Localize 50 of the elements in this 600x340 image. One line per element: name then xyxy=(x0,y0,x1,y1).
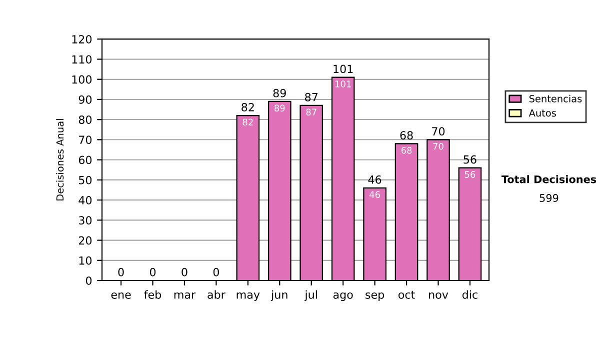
x-tick-label: ene xyxy=(111,292,131,299)
y-tick-label: 120 xyxy=(72,35,92,44)
x-tick-label: ago xyxy=(333,292,353,301)
x-tick-label: jul xyxy=(304,290,317,301)
x-tick-label: nov xyxy=(429,292,448,299)
x-tick-label: oct xyxy=(398,290,415,299)
x-tick-label: abr xyxy=(208,290,226,299)
data-label: 89 xyxy=(274,104,285,112)
x-tick-label: jun xyxy=(270,290,288,301)
y-tick-label: 20 xyxy=(78,236,92,245)
data-label: 101 xyxy=(335,80,351,88)
data-label: 70 xyxy=(433,142,444,150)
data-label: 46 xyxy=(370,191,380,198)
y-tick-label: 100 xyxy=(72,75,92,84)
legend-label: Sentencias xyxy=(529,94,582,102)
data-label: 87 xyxy=(306,108,316,116)
text: 599 xyxy=(540,194,558,202)
total-label: 70 xyxy=(432,127,445,136)
total-label: 87 xyxy=(305,92,318,102)
y-axis-title: Decisiones Anual xyxy=(56,119,64,200)
x-tick-label: dic xyxy=(462,290,478,299)
total-label: 56 xyxy=(464,155,476,164)
x-tick-label: feb xyxy=(144,290,162,299)
y-tick-label: 50 xyxy=(78,176,92,184)
y-tick-label: 10 xyxy=(79,256,92,265)
total-label: 0 xyxy=(182,268,188,276)
x-tick-label: may xyxy=(236,292,260,301)
y-tick-label: 90 xyxy=(78,95,92,104)
data-label: 68 xyxy=(401,146,412,154)
total-label: 0 xyxy=(150,268,156,276)
x-tick-label: sep xyxy=(366,292,384,301)
total-label: 0 xyxy=(213,268,219,276)
legend-label: Autos xyxy=(528,109,556,117)
y-tick-label: 110 xyxy=(72,55,92,64)
text: Total Decisiones xyxy=(501,175,596,184)
total-label: 0 xyxy=(118,268,124,276)
total-label: 101 xyxy=(334,64,353,74)
y-tick-label: 70 xyxy=(79,136,92,144)
total-label: 82 xyxy=(242,102,254,112)
total-label: 89 xyxy=(273,88,286,98)
y-tick-label: 0 xyxy=(86,276,92,285)
y-tick-label: 40 xyxy=(78,196,92,204)
x-tick-label: mar xyxy=(174,292,196,299)
data-label: 82 xyxy=(242,118,253,126)
y-tick-label: 60 xyxy=(78,156,92,164)
total-label: 68 xyxy=(400,131,413,140)
y-tick-label: 30 xyxy=(78,216,92,225)
total-label: 46 xyxy=(368,175,382,184)
y-tick-label: 80 xyxy=(78,116,92,124)
data-label: 56 xyxy=(464,171,476,178)
